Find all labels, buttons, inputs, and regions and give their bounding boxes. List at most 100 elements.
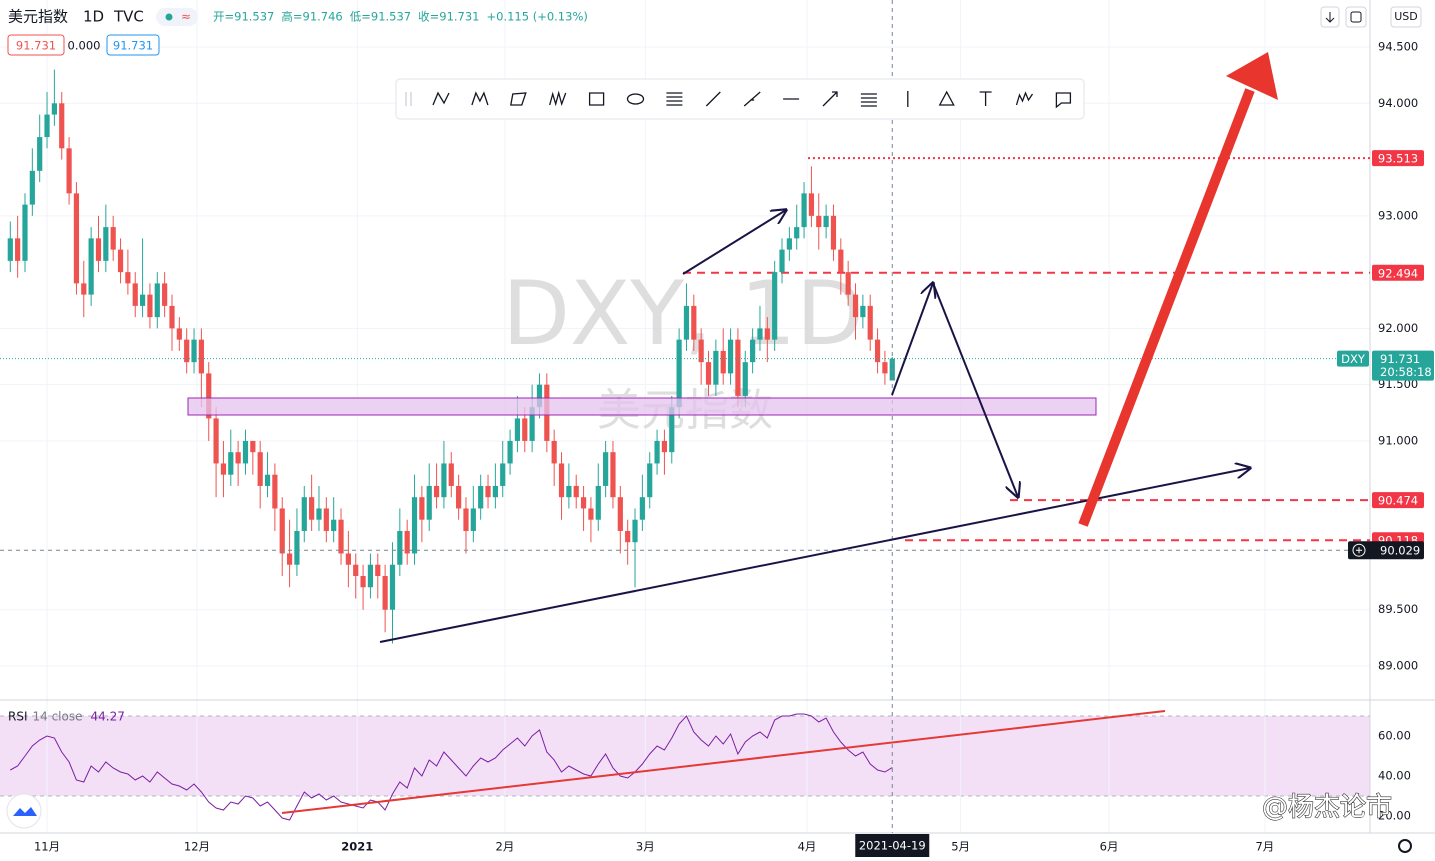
candle-body (478, 485, 484, 509)
symbol-label: DXY (1341, 352, 1366, 366)
candle-body (264, 474, 271, 486)
candle-body (639, 497, 645, 520)
icon (1350, 11, 1362, 23)
candle-body (323, 508, 329, 531)
candle-body (529, 407, 535, 441)
arrow (891, 283, 933, 396)
tool-icon[interactable] (549, 90, 567, 107)
tool-icon[interactable] (1015, 91, 1034, 106)
settings-icon[interactable] (1398, 839, 1412, 853)
candle-body (162, 283, 168, 306)
tool-icon[interactable] (1055, 92, 1072, 109)
x-tick-label: 12月 (184, 840, 210, 854)
background-layer: DXY, 1D 美元指数 (0, 0, 1435, 834)
y-tick-label: 91.000 (1378, 433, 1418, 447)
tool-icon[interactable] (626, 93, 645, 105)
quote-box (106, 34, 160, 56)
drawing-toolbar (395, 78, 1085, 120)
candle-body (411, 497, 418, 554)
y-tick-label: 94.000 (1378, 96, 1418, 110)
candle-body (206, 373, 212, 419)
rsi-tick-label: 40.00 (1378, 769, 1411, 783)
ohlc-close: 收=91.731 (418, 10, 479, 24)
rsi-tick-label: 60.00 (1378, 729, 1411, 743)
candle-body (81, 283, 87, 295)
candle-body (750, 339, 756, 363)
candle-body (705, 362, 712, 385)
support-zone (187, 397, 1097, 416)
candle-body (272, 474, 278, 509)
tool-icon[interactable] (510, 92, 527, 106)
quote-box_spread: 0.000 (68, 39, 101, 53)
rsi-trend-line (281, 710, 1166, 814)
candle-body (367, 564, 374, 588)
candle-body (235, 452, 241, 464)
candle-body (500, 463, 506, 486)
y-tick-label: 92.000 (1378, 321, 1418, 335)
tool-icon[interactable] (743, 91, 761, 107)
rsi-line (10, 713, 893, 821)
arrow (932, 282, 1018, 497)
tool-icon[interactable] (938, 90, 955, 106)
symbol-box (1337, 350, 1369, 367)
candle-body (397, 530, 403, 565)
candle-body (191, 339, 197, 363)
tool-icon[interactable] (979, 91, 992, 106)
rsi-name: RSI (8, 710, 28, 724)
candle-body (610, 452, 616, 498)
candle-body (720, 350, 726, 374)
candle-body (389, 564, 396, 610)
candle-body (294, 530, 300, 565)
x-tick-label: 2月 (496, 840, 515, 854)
crosshair-date-label: 2021-04-19 (859, 839, 926, 853)
top-buttons (1320, 6, 1422, 28)
candle-body (536, 384, 543, 408)
x-tick-label: 5月 (951, 840, 970, 854)
big-arrow (1078, 88, 1255, 527)
tool-icon[interactable] (471, 91, 489, 106)
candle-body (566, 485, 572, 498)
candle-body (603, 452, 609, 486)
candle-body (882, 362, 888, 374)
candle-body (250, 440, 256, 453)
currency-button[interactable] (1390, 6, 1422, 28)
candle-body (617, 497, 623, 531)
price-label-box (1372, 264, 1424, 281)
tool-icon[interactable] (705, 91, 721, 107)
candle-body (764, 328, 770, 340)
tool-icon[interactable] (666, 92, 683, 106)
header-interval: 1D (83, 8, 104, 26)
tool-icon[interactable] (588, 92, 605, 106)
candle-body (838, 249, 844, 273)
tool-icon[interactable] (822, 91, 838, 107)
candle-body (220, 463, 227, 475)
candle-body (742, 362, 748, 396)
quote-box_ask: 91.731 (113, 39, 153, 53)
add-button[interactable] (1352, 543, 1366, 557)
icon (1325, 12, 1335, 23)
candle-body (470, 508, 476, 531)
candle-body (301, 497, 307, 531)
candle-body (95, 238, 102, 261)
tool-icon[interactable] (432, 91, 450, 106)
candle-body (456, 485, 462, 509)
candle-body (463, 508, 469, 531)
candle-body (103, 227, 109, 261)
price-label: 92.494 (1378, 266, 1418, 280)
drawings (187, 52, 1278, 814)
candle-body (375, 564, 381, 576)
candle-body (772, 272, 778, 340)
crosshair-date-box (855, 834, 930, 857)
candle-body (816, 215, 822, 228)
tool-icon[interactable] (860, 93, 877, 107)
candle-body (779, 249, 785, 273)
y-tick-label: 89.000 (1378, 659, 1418, 673)
candle-body (808, 193, 815, 216)
candle-body (485, 485, 491, 498)
candle-body (786, 238, 792, 250)
y-tick-label: 89.500 (1378, 602, 1418, 616)
button[interactable] (1345, 6, 1367, 28)
candle-body (360, 575, 366, 588)
candle-body (198, 339, 204, 374)
